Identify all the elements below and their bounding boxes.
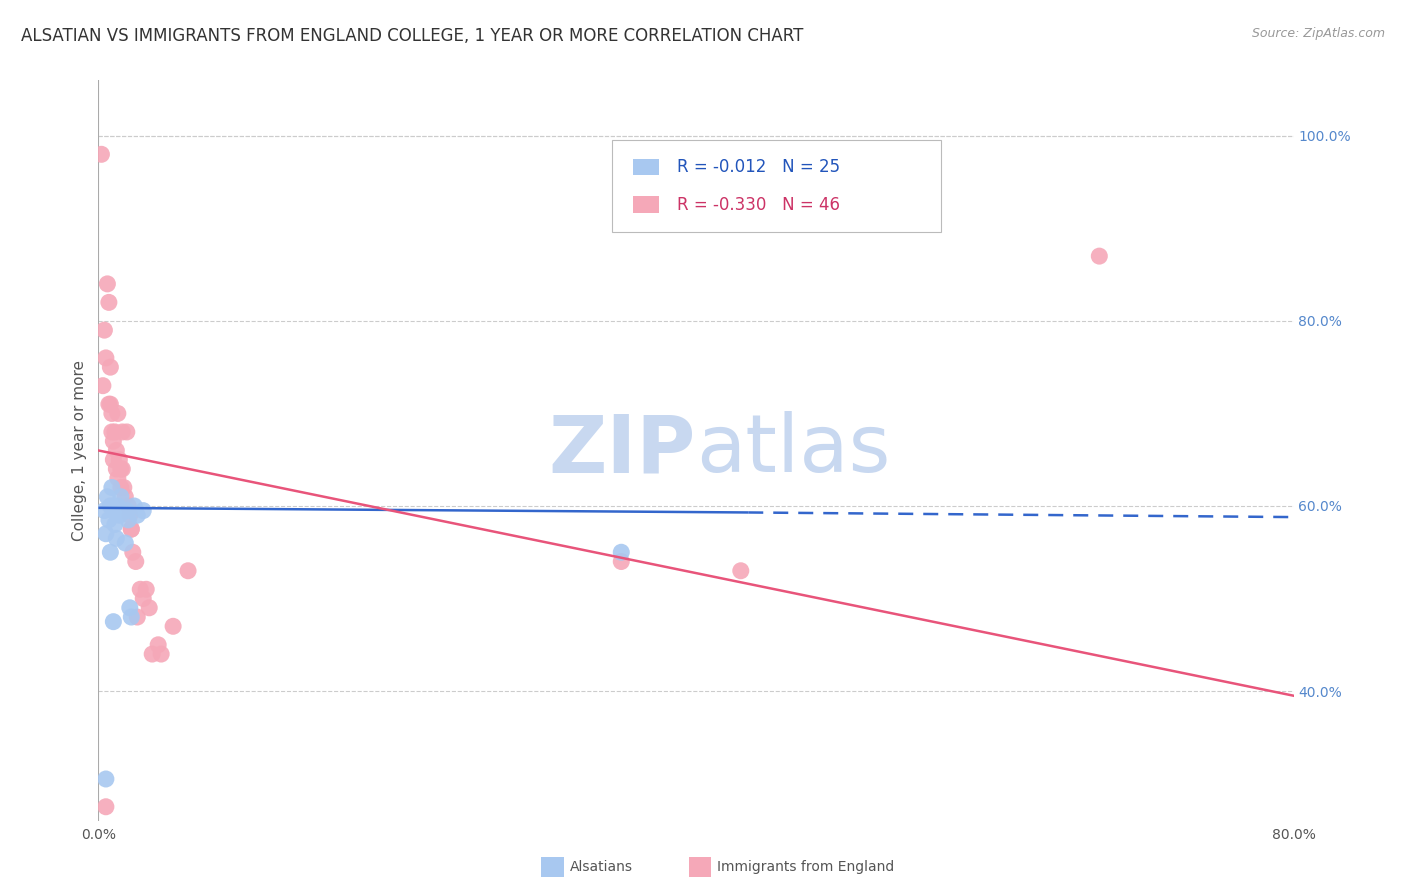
Point (94, 351, 117, 365)
Point (111, 503, 134, 517)
Point (108, 452, 131, 467)
Point (135, 582, 157, 597)
Point (104, 425, 127, 439)
Point (111, 462, 134, 476)
Text: ALSATIAN VS IMMIGRANTS FROM ENGLAND COLLEGE, 1 YEAR OR MORE CORRELATION CHART: ALSATIAN VS IMMIGRANTS FROM ENGLAND COLL… (21, 27, 803, 45)
Point (141, 647, 163, 661)
Point (162, 619, 184, 633)
Point (98, 499, 122, 513)
Point (91, 378, 114, 392)
Point (107, 471, 129, 485)
Y-axis label: College, 1 year or more: College, 1 year or more (72, 360, 87, 541)
Text: Source: ZipAtlas.com: Source: ZipAtlas.com (1251, 27, 1385, 40)
Point (148, 638, 170, 652)
FancyBboxPatch shape (633, 196, 659, 212)
Point (96, 490, 118, 504)
Point (94, 772, 117, 786)
Point (107, 407, 129, 421)
Point (117, 499, 139, 513)
Point (98, 545, 122, 559)
Point (90, 147, 112, 161)
Point (114, 490, 136, 504)
Text: Alsatians: Alsatians (569, 860, 633, 874)
Text: R = -0.330   N = 46: R = -0.330 N = 46 (676, 195, 839, 213)
FancyBboxPatch shape (613, 139, 941, 232)
Point (104, 517, 127, 532)
Point (111, 425, 134, 439)
Point (730, 564, 752, 578)
Point (108, 508, 131, 523)
Point (132, 591, 155, 606)
Point (120, 522, 142, 536)
Point (101, 407, 124, 421)
Point (127, 610, 149, 624)
Point (105, 462, 128, 476)
Point (105, 532, 128, 546)
Point (114, 536, 136, 550)
Point (118, 600, 141, 615)
Point (97, 397, 120, 411)
Point (120, 610, 142, 624)
Text: atlas: atlas (696, 411, 890, 490)
Text: Immigrants from England: Immigrants from England (717, 860, 894, 874)
Point (107, 499, 129, 513)
Point (97, 513, 120, 527)
Point (103, 615, 125, 629)
Point (110, 481, 132, 495)
Text: R = -0.012   N = 25: R = -0.012 N = 25 (676, 158, 839, 176)
Point (125, 554, 148, 569)
Point (101, 481, 124, 495)
Point (103, 434, 125, 449)
Point (96, 277, 118, 291)
Point (103, 452, 125, 467)
Point (98, 360, 122, 375)
Point (138, 600, 160, 615)
Point (105, 443, 128, 458)
Point (97, 295, 120, 310)
Point (117, 513, 139, 527)
Point (177, 564, 200, 578)
Point (121, 545, 143, 559)
Point (1088, 249, 1111, 263)
FancyBboxPatch shape (633, 159, 659, 175)
Point (124, 499, 146, 513)
Point (94, 799, 117, 814)
Point (103, 503, 125, 517)
Point (150, 647, 173, 661)
Point (127, 508, 149, 523)
Point (610, 545, 633, 559)
Point (132, 503, 155, 517)
Text: ZIP: ZIP (548, 411, 696, 490)
Point (93, 323, 115, 337)
Point (93, 503, 115, 517)
Point (115, 503, 138, 517)
Point (120, 522, 142, 536)
Point (101, 425, 124, 439)
Point (94, 526, 117, 541)
Point (118, 508, 141, 523)
Point (129, 582, 152, 597)
Point (110, 490, 132, 504)
Point (115, 425, 138, 439)
Point (610, 554, 633, 569)
Point (112, 481, 135, 495)
Point (110, 462, 132, 476)
Point (98, 397, 122, 411)
